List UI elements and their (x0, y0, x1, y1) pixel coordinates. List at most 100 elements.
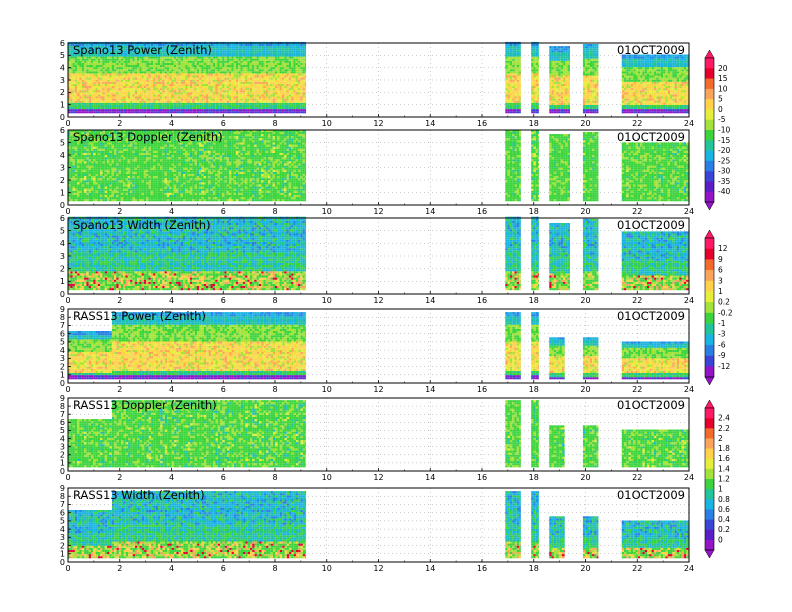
heatmap-cell (121, 99, 123, 101)
heatmap-cell (109, 97, 111, 99)
heatmap-cell (73, 92, 75, 94)
heatmap-cell (121, 59, 123, 61)
heatmap-cell (86, 94, 88, 96)
heatmap-cell (100, 105, 102, 107)
heatmap-cell (75, 71, 77, 73)
heatmap-cell (82, 63, 84, 65)
heatmap-cell (132, 103, 134, 105)
heatmap-cell (70, 107, 72, 109)
heatmap-cell (107, 71, 109, 73)
heatmap-cell (84, 88, 86, 90)
heatmap-cell (98, 111, 100, 113)
heatmap-cell (73, 82, 75, 84)
heatmap-cell (70, 59, 72, 61)
heatmap-cell (119, 88, 121, 90)
heatmap-cell (89, 80, 91, 82)
heatmap-cell (109, 86, 111, 88)
heatmap-cell (123, 109, 125, 111)
heatmap-cell (126, 109, 128, 111)
heatmap-cell (98, 69, 100, 71)
heatmap-cell (119, 71, 121, 73)
heatmap-cell (105, 105, 107, 107)
heatmap-cell (116, 111, 118, 113)
heatmap-cell (130, 97, 132, 99)
heatmap-cell (91, 105, 93, 107)
heatmap-cell (70, 111, 72, 113)
heatmap-cell (137, 101, 139, 103)
heatmap-cell (107, 63, 109, 65)
heatmap-cell (137, 99, 139, 101)
heatmap-cell (86, 78, 88, 80)
heatmap-cell (135, 99, 137, 101)
heatmap-cell (130, 107, 132, 109)
heatmap-cell (132, 71, 134, 73)
heatmap-cell (121, 67, 123, 69)
heatmap-cell (73, 103, 75, 105)
heatmap-cell (84, 90, 86, 92)
heatmap-cell (109, 109, 111, 111)
heatmap-cell (116, 71, 118, 73)
heatmap-cell (137, 78, 139, 80)
heatmap-cell (89, 111, 91, 113)
heatmap-cell (137, 65, 139, 67)
heatmap-cell (123, 105, 125, 107)
heatmap-cell (93, 92, 95, 94)
heatmap-cell (119, 67, 121, 69)
heatmap-cell (96, 69, 98, 71)
heatmap-cell (107, 82, 109, 84)
heatmap-cell (135, 69, 137, 71)
heatmap-cell (132, 65, 134, 67)
heatmap-cell (100, 94, 102, 96)
heatmap-cell (75, 59, 77, 61)
heatmap-cell (98, 109, 100, 111)
heatmap-cell (86, 71, 88, 73)
heatmap-cell (132, 63, 134, 65)
heatmap-cell (105, 94, 107, 96)
heatmap-cell (107, 67, 109, 69)
heatmap-cell (93, 109, 95, 111)
heatmap-cell (77, 59, 79, 61)
heatmap-cell (130, 63, 132, 65)
heatmap-cell (82, 105, 84, 107)
heatmap-cell (84, 80, 86, 82)
heatmap-cell (112, 82, 114, 84)
heatmap-cell (84, 61, 86, 63)
heatmap-cell (89, 101, 91, 103)
heatmap-cell (84, 59, 86, 61)
heatmap-cell (116, 69, 118, 71)
heatmap-cell (121, 92, 123, 94)
heatmap-cell (70, 86, 72, 88)
heatmap-cell (89, 99, 91, 101)
heatmap-cell (137, 61, 139, 63)
heatmap-cell (80, 71, 82, 73)
heatmap-cell (123, 107, 125, 109)
heatmap-cell (70, 101, 72, 103)
heatmap-cell (80, 84, 82, 86)
heatmap-cell (73, 67, 75, 69)
heatmap-cell (93, 65, 95, 67)
heatmap-cell (114, 78, 116, 80)
heatmap-cell (82, 78, 84, 80)
heatmap-cell (96, 59, 98, 61)
heatmap-cell (137, 69, 139, 71)
heatmap-cell (126, 94, 128, 96)
heatmap-cell (98, 90, 100, 92)
heatmap-cell (80, 61, 82, 63)
heatmap-cell (75, 88, 77, 90)
heatmap-cell (84, 82, 86, 84)
heatmap-cell (112, 69, 114, 71)
heatmap-cell (105, 86, 107, 88)
heatmap-cell (82, 86, 84, 88)
heatmap-cell (121, 94, 123, 96)
heatmap-cell (128, 97, 130, 99)
heatmap-cell (100, 92, 102, 94)
heatmap-cell (116, 84, 118, 86)
heatmap-cell (107, 99, 109, 101)
heatmap-cell (123, 99, 125, 101)
heatmap-cell (91, 92, 93, 94)
heatmap-cell (137, 90, 139, 92)
heatmap-cell (82, 88, 84, 90)
heatmap-cell (121, 88, 123, 90)
heatmap-cell (91, 107, 93, 109)
heatmap-cell (84, 99, 86, 101)
